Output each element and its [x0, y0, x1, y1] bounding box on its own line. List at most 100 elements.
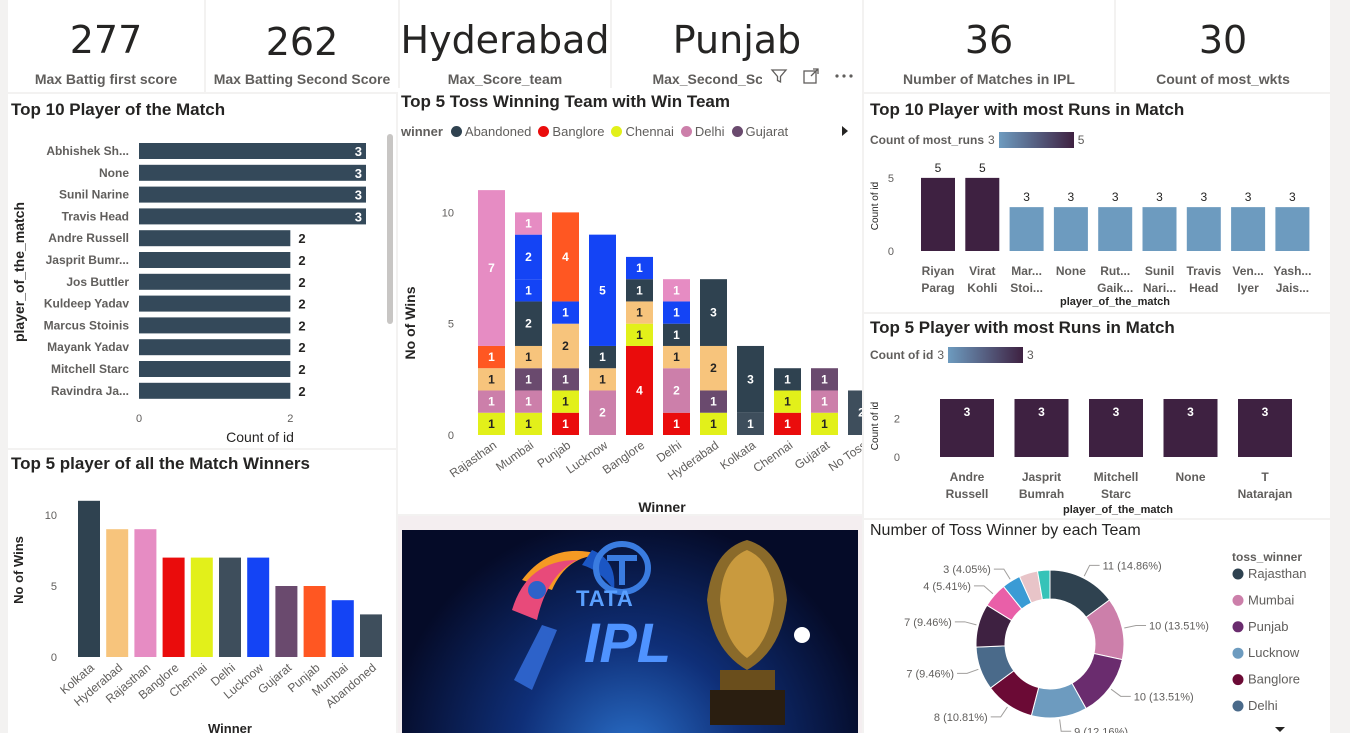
toss-bar-segment — [700, 345, 727, 391]
toss-bar-segment — [774, 412, 801, 435]
toss-bar-segment — [663, 301, 690, 324]
pie-legend-label: Punjab — [1248, 619, 1288, 634]
toss-bar-segment — [700, 412, 727, 435]
runs-x-tick: Head — [1189, 281, 1218, 295]
toss-data-label: 1 — [673, 417, 680, 431]
runs-y-tick: 0 — [888, 246, 894, 258]
legend-item[interactable]: Abandoned — [450, 124, 531, 139]
pie-leader-line — [1110, 688, 1131, 697]
toss-bar-segment — [626, 279, 653, 302]
winners-bar — [78, 500, 100, 657]
ipl-image-panel: TATA IPL — [398, 516, 862, 733]
toss-bar-segment — [552, 212, 579, 302]
pom-data-label: 2 — [298, 231, 305, 246]
pom-bar — [139, 143, 366, 159]
toss-bar-segment — [589, 390, 616, 435]
top5-x-tick: Russell — [946, 487, 989, 501]
toss-data-label: 1 — [747, 417, 754, 431]
ipl-text: IPL — [584, 611, 672, 674]
tata-text: TATA — [576, 586, 634, 611]
toss-bar-segment — [811, 390, 838, 413]
pie-legend-dot — [1232, 674, 1244, 686]
toss-bar-segment — [552, 368, 579, 391]
toss-data-label: 2 — [710, 361, 717, 375]
runs-y-tick: 5 — [888, 173, 894, 185]
pom-category-label: Marcus Stoinis — [44, 318, 130, 332]
legend-dot — [450, 126, 462, 137]
kpi-value: Punjab — [672, 18, 802, 62]
filter-icon[interactable] — [770, 67, 788, 85]
legend-title: Count of most_runs — [870, 133, 984, 147]
pie-legend-dot — [1232, 647, 1244, 659]
pom-category-label: Andre Russell — [48, 231, 129, 245]
runs-x-tick: Sunil — [1145, 264, 1174, 278]
toss-bar-segment — [848, 390, 862, 435]
toss-bar-segment — [589, 234, 616, 346]
legend-item[interactable]: Banglore — [538, 124, 604, 139]
toss-legend: winner Abandoned Banglore Chennai Delhi Guja… — [401, 124, 791, 139]
pom-bar — [139, 208, 366, 225]
runs-x-tick: Kohli — [967, 281, 997, 295]
winners-bar — [219, 557, 241, 657]
toss-data-label: 7 — [488, 261, 495, 275]
pom-bar — [139, 252, 291, 268]
toss-bar-segment — [737, 412, 764, 435]
toss-bar-segment — [811, 368, 838, 391]
top5-bar — [1014, 399, 1069, 457]
toss-bar-segment — [663, 279, 690, 302]
top5-y-tick: 0 — [894, 452, 900, 464]
toss-bar-segment — [515, 279, 542, 302]
ipl-logo-graphic — [512, 540, 810, 725]
pie-chart-panel: Number of Toss Winner by each Team 11 (1… — [864, 520, 1330, 733]
runs-data-label: 3 — [1156, 190, 1163, 204]
toss-data-label: 1 — [599, 350, 606, 364]
toss-bar-segment — [589, 368, 616, 391]
legend-label: Banglore — [552, 124, 605, 139]
kpi-panel-5: 36 Number of Matches in IPL — [864, 0, 1114, 92]
toss-data-label: 2 — [599, 406, 606, 420]
winners-bar — [303, 586, 326, 657]
pie-legend-dot — [1232, 700, 1244, 712]
legend-next-arrow-icon[interactable] — [840, 125, 850, 137]
legend-dot — [611, 126, 623, 137]
runs-bar — [1186, 207, 1221, 251]
visual-toolbar — [762, 62, 862, 90]
pie-legend-dot — [1232, 621, 1244, 633]
toss-chart-title: Top 5 Toss Winning Team with Win Team — [401, 92, 730, 111]
toss-bar-segment — [478, 368, 505, 391]
pie-legend-label: Delhi — [1248, 698, 1278, 713]
legend-max: 5 — [1077, 133, 1085, 147]
top5-bar — [1238, 399, 1292, 457]
top5-bar — [940, 399, 994, 457]
pie-data-label: 10 (13.51%) — [1134, 691, 1194, 703]
runs-chart-panel: Top 10 Player with most Runs in Match Co… — [864, 94, 1330, 312]
toss-bar-segment — [626, 256, 653, 280]
pie-legend-label: Rajasthan — [1248, 566, 1307, 581]
toss-y-tick: 0 — [448, 430, 454, 442]
pie-legend-dot — [1232, 594, 1244, 606]
toss-data-label: 1 — [525, 417, 532, 431]
pom-bar — [139, 164, 366, 181]
pie-chart: 11 (14.86%) 10 (13.51%) 10 (13.51%) 9 (12.1… — [904, 550, 1307, 733]
kpi-panel-3: Hyderabad Max_Score_team — [400, 0, 610, 92]
runs-x-tick: Iyer — [1237, 281, 1259, 295]
pie-data-label: 8 (10.81%) — [934, 712, 988, 724]
legend-item[interactable]: Gujarat — [731, 124, 788, 139]
scrollbar[interactable] — [387, 134, 393, 324]
toss-data-label: 1 — [525, 372, 532, 386]
toss-bar-segment — [552, 323, 579, 369]
top5-x-tick: Bumrah — [1019, 487, 1064, 501]
pie-legend-label: Lucknow — [1248, 645, 1300, 660]
toss-data-label: 4 — [636, 383, 643, 397]
legend-item[interactable]: Delhi — [680, 124, 725, 139]
more-options-icon[interactable] — [834, 67, 854, 85]
toss-data-label: 4 — [562, 250, 569, 264]
kpi-value: 30 — [1198, 18, 1248, 62]
top5-y-axis-title: Count of id — [870, 402, 881, 450]
toss-data-label: 2 — [525, 250, 532, 264]
legend-item[interactable]: Chennai — [611, 124, 674, 139]
kpi-label: Max_Second_Sco — [652, 71, 772, 87]
focus-mode-icon[interactable] — [802, 67, 820, 85]
toss-data-label: 1 — [673, 328, 680, 342]
legend-label: Chennai — [625, 124, 674, 139]
